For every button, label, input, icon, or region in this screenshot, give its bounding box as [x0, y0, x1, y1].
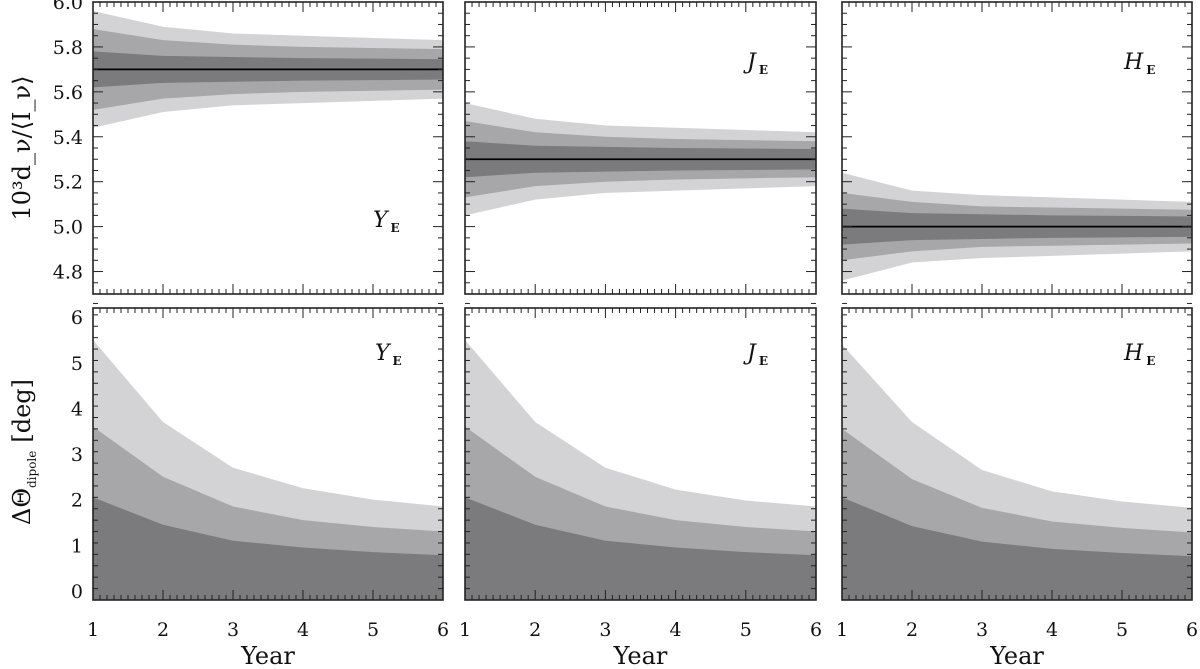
- y-tick-label: 5.4: [53, 127, 83, 149]
- plot-area: [93, 339, 443, 600]
- y-tick-label: 6.0: [53, 0, 83, 14]
- x-tick-label: 3: [227, 619, 239, 641]
- x-axis-label: Year: [613, 642, 668, 669]
- x-tick-label: 6: [437, 619, 449, 641]
- x-axis-label: Year: [240, 642, 295, 669]
- plot-area: [465, 103, 816, 216]
- x-tick-label: 1: [87, 619, 99, 641]
- y-tick-label: 4: [71, 398, 83, 420]
- y-tick-label: 2: [71, 490, 83, 512]
- panel-bottom-1: 1 2 3 4 5 6 J E Year: [459, 302, 822, 669]
- x-tick-label: 5: [740, 619, 752, 641]
- panel-bottom-2: 1 2 3 4 5 6 H E Year: [836, 302, 1198, 669]
- y-axis-label-bottom: ΔΘdipole[deg]: [8, 379, 39, 525]
- x-tick-label: 4: [297, 619, 309, 641]
- x-tick-label: 5: [367, 619, 379, 641]
- x-tick-label: 2: [906, 619, 918, 641]
- y-tick-label: 6: [71, 307, 83, 329]
- x-tick-label: 1: [836, 619, 848, 641]
- x-tick-label: 6: [810, 619, 822, 641]
- x-tick-label: 3: [599, 619, 611, 641]
- plot-area: [842, 344, 1192, 600]
- y-tick-label: 1: [71, 535, 83, 557]
- plot-area: [93, 10, 443, 128]
- band-1sigma: [842, 497, 1192, 600]
- x-tick-label: 2: [157, 619, 169, 641]
- y-tick-label: 5.6: [53, 82, 83, 104]
- y-tick-label: 5.2: [53, 172, 83, 194]
- x-tick-label: 2: [529, 619, 541, 641]
- x-tick-label: 5: [1116, 619, 1128, 641]
- x-tick-label: 4: [1046, 619, 1058, 641]
- band-1sigma: [465, 497, 816, 600]
- plot-area: [842, 172, 1192, 281]
- y-tick-label: 5: [71, 353, 83, 375]
- y-tick-label: 0: [71, 581, 83, 603]
- x-tick-label: 3: [976, 619, 988, 641]
- x-tick-label: 4: [670, 619, 682, 641]
- panel-top-0: 4.8 5.0 5.2 5.4 5.6 5.8 6.0 Y E: [53, 0, 444, 295]
- plot-area: [465, 339, 816, 600]
- y-tick-label: 4.8: [53, 262, 83, 284]
- y-tick-label: 5.8: [53, 37, 83, 59]
- x-tick-label: 6: [1186, 619, 1198, 641]
- band-1sigma: [93, 497, 443, 600]
- x-axis-label: Year: [989, 642, 1044, 669]
- y-tick-label: 5.0: [53, 217, 83, 239]
- x-tick-label: 1: [459, 619, 471, 641]
- y-axis-label-top: 10³d_ν/⟨I_ν⟩: [8, 76, 36, 221]
- y-tick-label: 3: [71, 444, 83, 466]
